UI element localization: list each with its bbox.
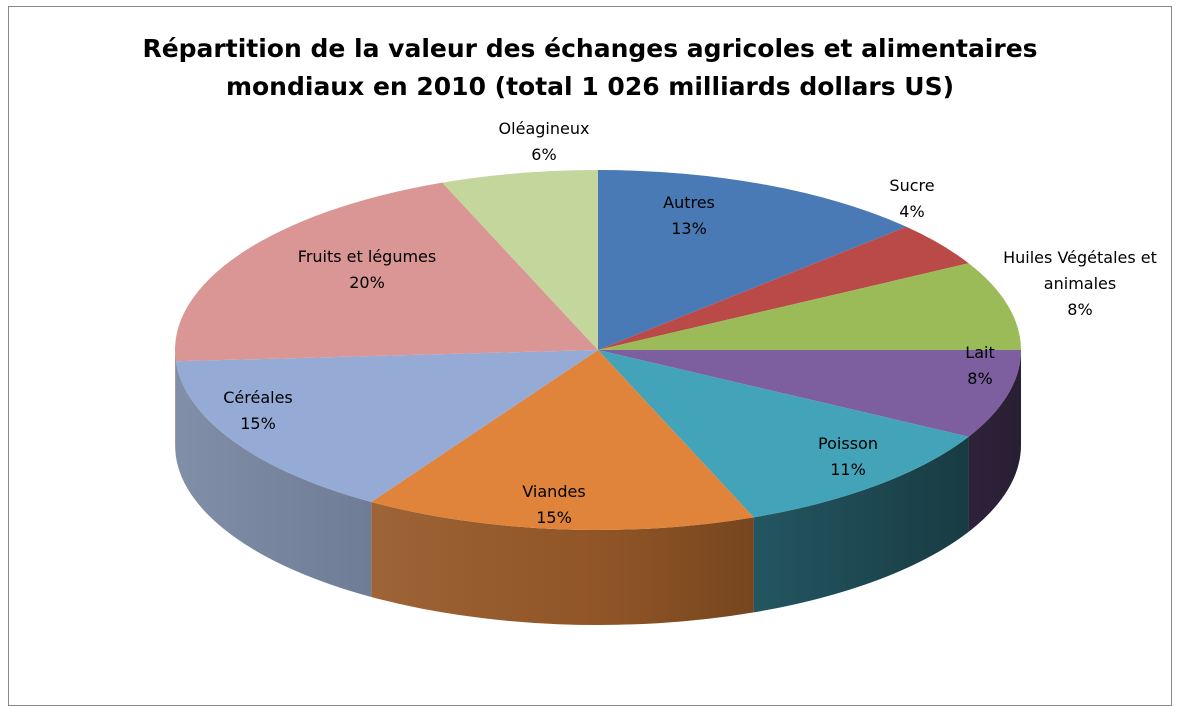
data-label: Fruits et légumes 20% [298,244,436,296]
category-label: Fruits et légumes [297,247,437,266]
value-label: 15% [240,414,276,433]
chart-title: Répartition de la valeur des échanges ag… [142,34,1038,101]
value-label: 11% [830,460,866,479]
value-label: 4% [899,202,925,221]
value-label: 13% [671,219,707,238]
pie-slice [598,350,1021,437]
data-label: Sucre 4% [889,173,934,225]
value-label: 6% [531,145,557,164]
category-label: Poisson [818,434,878,453]
category-label: Céréales [223,388,293,407]
data-label: Lait 8% [965,340,994,392]
data-label: Céréales 15% [223,385,293,437]
side-shading [175,350,1021,625]
data-label: Oléagineux 6% [499,116,590,168]
data-label: Viandes 15% [522,479,585,531]
value-label: 20% [349,273,385,292]
value-label: 15% [536,508,572,527]
pie-slice [598,226,969,350]
category-label: Viandes [522,482,586,501]
pie-slice [371,350,754,530]
value-label: 8% [967,369,993,388]
pie-slice [598,170,907,350]
category-label: Autres [663,193,715,212]
category-label: Lait [965,343,995,362]
pie-slice [174,182,598,362]
data-label: Autres 13% [663,190,715,242]
category-label: Oléagineux [498,119,590,138]
value-label: 8% [1067,300,1093,319]
category-label: Huiles Végétales et animales [1003,248,1157,293]
pie-slice [442,170,598,350]
data-label: Huiles Végétales et animales 8% [985,245,1175,323]
pie-slice [175,350,598,502]
pie-slice [598,350,969,518]
pie-slice [598,263,1021,350]
data-label: Poisson 11% [818,431,878,483]
category-label: Sucre [889,176,935,195]
